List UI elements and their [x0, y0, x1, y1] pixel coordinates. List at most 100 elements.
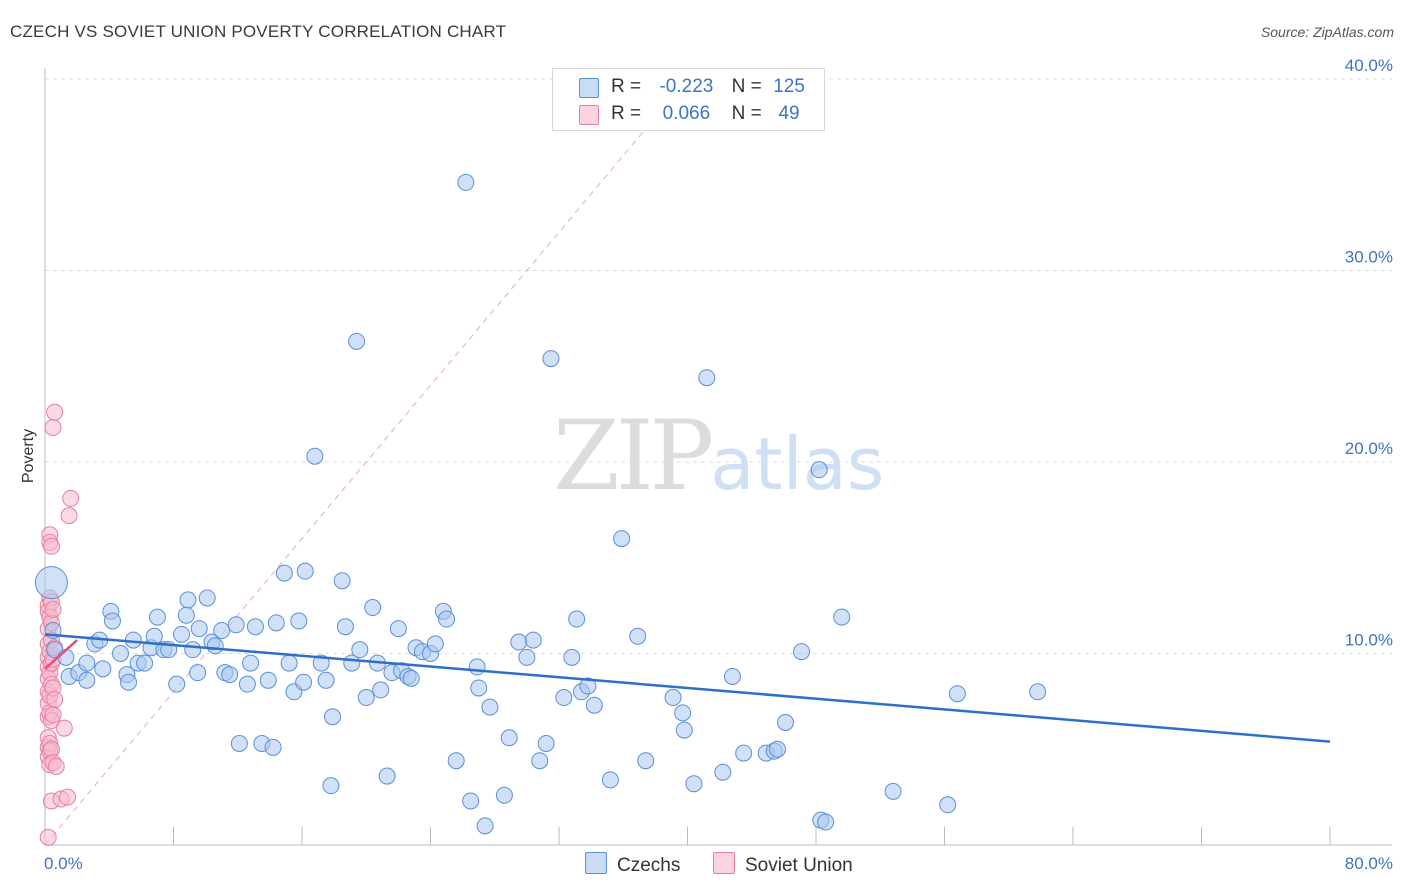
soviet-union-point [39, 828, 57, 846]
czechs-point [714, 763, 732, 781]
y-tick-label: 30.0% [1345, 248, 1393, 267]
czechs-point [495, 786, 513, 804]
czechs-point [735, 744, 753, 762]
czechs-point [322, 777, 340, 795]
soviet-union-point [46, 690, 64, 708]
czechs-point [948, 685, 966, 703]
x-tick-label-left: 0.0% [44, 854, 83, 873]
czechs-point [306, 447, 324, 465]
identity-line [44, 78, 688, 846]
czechs-point [246, 618, 264, 636]
soviet-union-point [44, 600, 62, 618]
czechs-point [206, 637, 224, 655]
soviet-swatch [579, 105, 599, 125]
czechs-point [601, 771, 619, 789]
czechs-point [637, 752, 655, 770]
czechs-point [94, 660, 112, 678]
soviet-r-label: R = [611, 103, 642, 124]
czechs-point [78, 671, 96, 689]
czechs-point [833, 608, 851, 626]
czechs-point [510, 633, 528, 651]
axes [44, 68, 1392, 846]
grid-lines [45, 78, 1392, 654]
czechs-n-value: 125 [773, 76, 805, 97]
soviet-union-point [47, 757, 65, 775]
soviet-union-point [42, 537, 60, 555]
czechs-point [462, 792, 480, 810]
y-tick-label: 40.0% [1345, 56, 1393, 75]
czechs-point [324, 708, 342, 726]
czechs-point [378, 767, 396, 785]
czechs-point [111, 645, 129, 662]
czechs-r-value: -0.223 [659, 76, 714, 97]
bottom-legend-soviet: Soviet Union [713, 852, 853, 877]
soviet-union-trend-line [44, 639, 78, 670]
czechs-point [221, 666, 239, 684]
soviet-union-point [60, 507, 78, 525]
czechs-point [884, 782, 902, 800]
czechs-point [817, 813, 835, 831]
czechs-point [357, 689, 375, 707]
czechs-point [579, 677, 597, 695]
czechs-point [290, 612, 308, 630]
czechs-point [563, 648, 581, 666]
czechs-point [768, 740, 786, 758]
czechs-points [34, 173, 1047, 835]
czechs-point [179, 591, 197, 609]
watermark: ZIPatlas [553, 400, 884, 512]
soviet-union-point [46, 403, 64, 421]
czechs-point [698, 369, 716, 387]
czechs-point [213, 622, 231, 640]
soviet-union-point [62, 489, 80, 507]
czechs-point [230, 735, 248, 753]
czechs-point [295, 673, 313, 691]
czechs-point [242, 654, 260, 672]
czechs-point [481, 698, 499, 716]
czechs-point [457, 173, 475, 191]
czechs-point [468, 658, 486, 676]
czechs-point [674, 704, 692, 722]
czechs-point [776, 713, 794, 731]
czechs-point [333, 572, 351, 590]
czechs-point [500, 729, 518, 747]
czechs-point [664, 689, 682, 707]
czechs-point [351, 641, 369, 659]
soviet-union-points [39, 403, 80, 846]
watermark-atlas: atlas [710, 422, 885, 506]
czechs-point [264, 738, 282, 756]
czechs-point [555, 689, 573, 707]
czechs-point [78, 654, 96, 672]
czechs-point [259, 671, 277, 689]
czechs-point [173, 625, 191, 643]
czechs-point [267, 614, 285, 632]
czechs-point [238, 675, 256, 693]
czechs-point [518, 648, 536, 666]
correlation-legend: R = -0.223 N = 125 R = 0.066 N = 49 [552, 68, 825, 131]
czechs-point [148, 608, 166, 626]
czechs-point [629, 627, 647, 645]
czechs-point [280, 654, 298, 672]
soviet-legend-label: Soviet Union [745, 855, 853, 876]
czechs-point [438, 610, 456, 628]
czechs-point [336, 618, 354, 636]
soviet-legend-swatch [713, 852, 735, 874]
soviet-union-point [58, 788, 76, 806]
czechs-point [312, 654, 330, 672]
czechs-point [793, 643, 811, 661]
czechs-point [685, 775, 703, 793]
czechs-point [168, 675, 186, 693]
czechs-point [120, 673, 138, 691]
chart-title: CZECH VS SOVIET UNION POVERTY CORRELATIO… [10, 22, 507, 41]
bottom-legend-czechs: Czechs [585, 852, 680, 877]
czechs-point [296, 562, 314, 580]
axis-labels: 10.0% 20.0% 30.0% 40.0% 0.0% 80.0% Poverty [20, 56, 1393, 873]
czechs-point [348, 332, 366, 350]
czechs-point [675, 721, 693, 739]
czechs-point [426, 635, 444, 653]
y-axis-title: Poverty [20, 429, 37, 483]
soviet-union-point [44, 419, 62, 437]
czechs-legend-label: Czechs [617, 855, 681, 876]
czechs-point [190, 620, 208, 638]
czechs-point [723, 667, 741, 685]
